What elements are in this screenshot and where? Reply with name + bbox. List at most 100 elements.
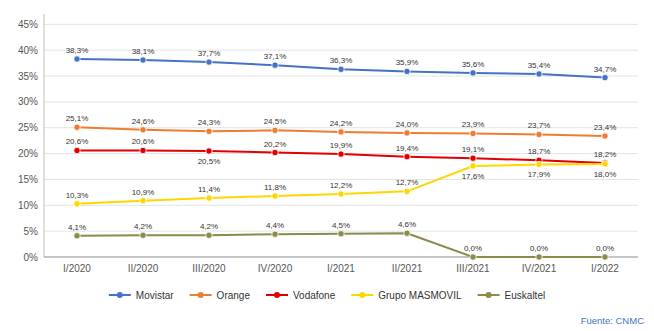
- point-marker: [470, 70, 476, 76]
- y-axis: 0%5%10%15%20%25%30%35%40%45%: [18, 19, 638, 263]
- grid-line: [44, 24, 638, 25]
- point-marker: [272, 231, 278, 237]
- point-marker: [536, 131, 542, 137]
- data-label: 24,3%: [198, 118, 221, 127]
- legend: MovistarOrangeVodafoneGrupo MASMOVILEusk…: [109, 290, 545, 301]
- legend-marker: [359, 292, 365, 298]
- grid-line: [44, 76, 638, 77]
- data-label: 19,4%: [396, 144, 419, 153]
- source-note: Fuente: CNMC: [581, 315, 644, 326]
- point-marker: [404, 130, 410, 136]
- point-marker: [272, 127, 278, 133]
- y-tick-label: 25%: [18, 122, 38, 133]
- series: [74, 161, 608, 207]
- data-label: 23,4%: [594, 123, 617, 132]
- point-marker: [338, 66, 344, 72]
- point-marker: [602, 133, 608, 139]
- point-marker: [74, 56, 80, 62]
- data-label: 0,0%: [596, 244, 614, 253]
- data-label: 24,2%: [330, 119, 353, 128]
- point-marker: [404, 230, 410, 236]
- data-label: 4,5%: [332, 221, 350, 230]
- data-label: 38,3%: [66, 46, 89, 55]
- data-label: 4,2%: [200, 222, 218, 231]
- series: [74, 56, 608, 81]
- y-axis-line: [44, 14, 45, 257]
- point-marker: [338, 151, 344, 157]
- data-label: 24,5%: [264, 117, 287, 126]
- point-marker: [404, 188, 410, 194]
- point-marker: [470, 155, 476, 161]
- data-label: 37,1%: [264, 52, 287, 61]
- data-label: 19,9%: [330, 141, 353, 150]
- grid-line: [44, 101, 638, 102]
- data-label: 24,6%: [132, 117, 155, 126]
- data-label: 36,3%: [330, 56, 353, 65]
- data-label: 11,8%: [264, 183, 286, 192]
- y-tick-label: 10%: [18, 200, 38, 211]
- x-tick-label: II/2020: [128, 263, 159, 274]
- data-label: 10,3%: [66, 191, 89, 200]
- legend-label: Euskaltel: [505, 290, 546, 301]
- data-label: 34,7%: [594, 65, 617, 74]
- x-tick-label: I/2022: [591, 263, 619, 274]
- point-marker: [74, 124, 80, 130]
- point-marker: [74, 233, 80, 239]
- point-marker: [602, 254, 608, 260]
- series: [74, 230, 608, 260]
- x-tick-label: III/2021: [456, 263, 490, 274]
- data-label: 17,6%: [462, 172, 485, 181]
- data-label: 38,1%: [132, 47, 155, 56]
- legend-label: Vodafone: [293, 290, 336, 301]
- y-tick-label: 45%: [18, 19, 38, 30]
- point-marker: [272, 149, 278, 155]
- legend-marker: [117, 292, 123, 298]
- x-tick-label: I/2021: [327, 263, 355, 274]
- point-marker: [338, 191, 344, 197]
- y-tick-label: 40%: [18, 45, 38, 56]
- data-label: 19,1%: [462, 145, 485, 154]
- data-label: 10,9%: [132, 188, 155, 197]
- point-marker: [536, 71, 542, 77]
- x-tick-label: IV/2020: [258, 263, 293, 274]
- y-tick-label: 20%: [18, 148, 38, 159]
- grid-line: [44, 205, 638, 206]
- y-tick-label: 15%: [18, 174, 38, 185]
- x-axis: I/2020II/2020III/2020IV/2020I/2021II/202…: [63, 263, 619, 274]
- data-label: 4,1%: [68, 223, 86, 232]
- data-label: 35,4%: [528, 61, 551, 70]
- series-line: [77, 127, 605, 136]
- y-tick-label: 30%: [18, 96, 38, 107]
- point-marker: [140, 197, 146, 203]
- series-line: [77, 150, 605, 162]
- legend-marker: [198, 292, 204, 298]
- point-marker: [404, 68, 410, 74]
- data-label: 37,7%: [198, 49, 221, 58]
- point-marker: [140, 232, 146, 238]
- legend-marker: [486, 292, 492, 298]
- data-label: 18,7%: [528, 147, 551, 156]
- data-label: 24,0%: [396, 120, 419, 129]
- data-label: 0,0%: [464, 244, 482, 253]
- legend-marker: [274, 292, 280, 298]
- point-marker: [602, 74, 608, 80]
- y-tick-label: 0%: [24, 252, 39, 263]
- point-marker: [338, 231, 344, 237]
- series-line: [77, 164, 605, 204]
- point-marker: [470, 130, 476, 136]
- legend-label: Grupo MASMOVIL: [378, 290, 462, 301]
- data-label: 35,9%: [396, 58, 419, 67]
- data-label: 25,1%: [66, 114, 89, 123]
- data-label: 20,6%: [132, 137, 155, 146]
- point-marker: [74, 201, 80, 207]
- data-label: 17,9%: [528, 170, 551, 179]
- point-marker: [338, 129, 344, 135]
- point-marker: [206, 232, 212, 238]
- point-marker: [140, 147, 146, 153]
- data-label: 20,2%: [264, 140, 287, 149]
- point-marker: [272, 62, 278, 68]
- point-marker: [206, 148, 212, 154]
- point-marker: [536, 254, 542, 260]
- data-label: 20,5%: [198, 157, 221, 166]
- point-marker: [140, 127, 146, 133]
